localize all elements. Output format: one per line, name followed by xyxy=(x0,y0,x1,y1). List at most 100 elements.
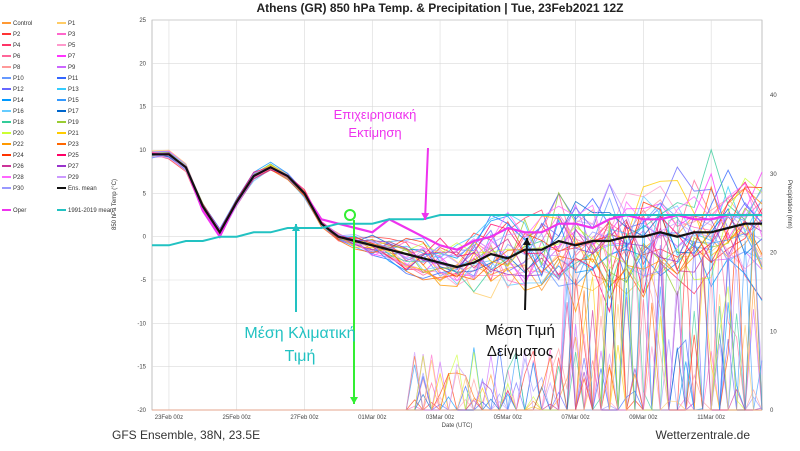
legend-label: P18 xyxy=(13,120,24,126)
forecast-start-marker xyxy=(344,209,356,221)
legend-label: P27 xyxy=(68,164,79,170)
legend-item: P18 xyxy=(2,119,24,127)
legend-swatch xyxy=(57,99,66,102)
legend-item: P28 xyxy=(2,174,24,182)
y-tick-label: 0 xyxy=(143,235,147,241)
series-line-1991-2019-mean xyxy=(152,214,762,247)
legend-swatch xyxy=(57,121,66,124)
legend-label: P26 xyxy=(13,164,24,170)
legend-item: Control xyxy=(2,20,32,28)
legend-item: P30 xyxy=(2,185,24,193)
legend-swatch xyxy=(57,132,66,135)
legend-label: P9 xyxy=(68,65,76,71)
legend-item: P7 xyxy=(57,53,75,61)
annotation-operational-line1: Επιχειρησιακή xyxy=(333,107,417,122)
legend-swatch xyxy=(57,88,66,91)
legend-item: P2 xyxy=(2,31,20,39)
x-tick-label: 23Feb 00z xyxy=(155,415,183,421)
legend-label: P23 xyxy=(68,142,79,148)
legend-swatch xyxy=(2,209,11,212)
legend-swatch xyxy=(2,154,11,157)
legend-label: P6 xyxy=(13,54,21,60)
legend-label: P20 xyxy=(13,131,24,137)
legend-swatch xyxy=(2,165,11,168)
x-tick-label: 27Feb 00z xyxy=(290,415,318,421)
legend-label: Ens. mean xyxy=(68,186,97,192)
legend-item: P16 xyxy=(2,108,24,116)
annotation-operational: Επιχειρησιακή Εκτίμηση xyxy=(300,106,450,142)
y-tick-label: 20 xyxy=(139,61,146,67)
legend-label: P4 xyxy=(13,43,21,49)
legend-item: P11 xyxy=(57,75,78,83)
footer-source: Wetterzentrale.de xyxy=(655,428,751,442)
x-tick-label: 01Mar 00z xyxy=(358,415,386,421)
x-tick-label: 03Mar 00z xyxy=(426,415,454,421)
legend-label: P30 xyxy=(13,186,24,192)
legend-item: P4 xyxy=(2,42,20,50)
legend-label: P22 xyxy=(13,142,24,148)
y-tick-label: -5 xyxy=(141,278,147,284)
legend-label: P25 xyxy=(68,153,79,159)
legend-swatch xyxy=(57,55,66,58)
legend-item: P19 xyxy=(57,119,79,127)
legend-item: Oper xyxy=(2,207,26,215)
legend-label: Oper xyxy=(13,208,27,214)
legend-item: P26 xyxy=(2,163,24,171)
legend-item: P6 xyxy=(2,53,20,61)
y-tick-label: 10 xyxy=(139,148,146,154)
annotation-climate-line2: Τιμή xyxy=(284,348,316,365)
legend-item: P3 xyxy=(57,31,75,39)
y-tick-label: 5 xyxy=(143,191,147,197)
legend-label: P7 xyxy=(68,54,76,60)
legend-swatch xyxy=(2,99,11,102)
legend-swatch xyxy=(2,88,11,91)
ensemble-member-line xyxy=(151,153,763,281)
ensemble-member-line xyxy=(151,151,763,286)
legend-label: P14 xyxy=(13,98,24,104)
legend-swatch xyxy=(2,143,11,146)
legend-item: P15 xyxy=(57,97,79,105)
legend-swatch xyxy=(57,165,66,168)
legend: Control P1 P2 P3 P4 P5 P6 P7 P8 P9 P10 P11 P12 P13 P14… xyxy=(2,20,120,230)
legend-item: P8 xyxy=(2,64,20,72)
y-tick-label: -10 xyxy=(137,321,146,327)
y-tick-label: 25 xyxy=(139,18,146,24)
x-tick-label: 07Mar 00z xyxy=(561,415,589,421)
legend-label: P5 xyxy=(68,43,76,49)
y-tick-label: -20 xyxy=(137,408,146,414)
y-tick-label: 15 xyxy=(139,105,146,111)
arrow-operational-shaft xyxy=(424,147,429,221)
legend-swatch xyxy=(2,44,11,47)
y2-tick-label: 30 xyxy=(770,172,777,178)
legend-swatch xyxy=(2,55,11,58)
annotation-mean-line2: Δείγματος xyxy=(486,343,554,360)
arrow-climate-head xyxy=(292,224,300,231)
legend-swatch xyxy=(2,187,11,190)
legend-item: P17 xyxy=(57,108,79,116)
legend-swatch xyxy=(2,33,11,36)
legend-label: P10 xyxy=(13,76,24,82)
legend-label: P8 xyxy=(13,65,21,71)
x-tick-label: 11Mar 00z xyxy=(697,415,725,421)
legend-swatch xyxy=(57,154,66,157)
legend-item: P9 xyxy=(57,64,75,72)
legend-item: P25 xyxy=(57,152,79,160)
legend-swatch xyxy=(2,110,11,113)
annotation-operational-line2: Εκτίμηση xyxy=(348,125,402,140)
x-tick-label: 09Mar 00z xyxy=(629,415,657,421)
annotation-ensemble-mean: Μέση Τιμή Δείγματος xyxy=(440,320,600,362)
arrow-operational-head xyxy=(421,212,430,220)
legend-swatch xyxy=(2,176,11,179)
legend-swatch xyxy=(57,143,66,146)
legend-item: 1991-2019 mean xyxy=(57,207,113,215)
legend-item: P20 xyxy=(2,130,24,138)
chart-title: Athens (GR) 850 hPa Temp. & Precipitatio… xyxy=(256,1,624,15)
x-tick-label: 05Mar 00z xyxy=(494,415,522,421)
legend-item: P5 xyxy=(57,42,75,50)
y-axis-label-right: Precipitation (mm) xyxy=(786,180,792,229)
legend-item: P14 xyxy=(2,97,24,105)
legend-item: P23 xyxy=(57,141,79,149)
legend-item: P24 xyxy=(2,152,24,160)
